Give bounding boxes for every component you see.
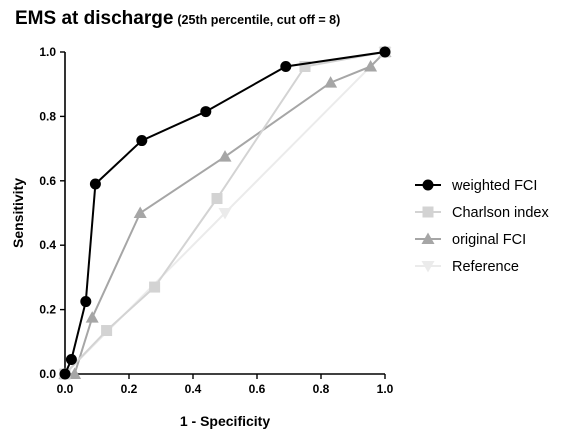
data-point-weighted-fci <box>65 354 77 366</box>
legend-marker-original-fci <box>421 232 435 244</box>
data-point-weighted-fci <box>80 296 92 308</box>
legend-item-charlson-index: Charlson index <box>415 205 549 221</box>
data-point-original-fci <box>218 150 232 162</box>
data-point-charlson-index <box>299 60 311 72</box>
data-point-weighted-fci <box>89 178 101 190</box>
y-tick-label: 0.8 <box>39 109 56 123</box>
y-tick-label: 0.4 <box>39 238 56 252</box>
legend-marker-reference <box>421 261 435 273</box>
data-point-weighted-fci <box>136 135 148 147</box>
chart-subtitle: (25th percentile, cut off = 8) <box>177 13 341 27</box>
data-point-charlson-index <box>211 193 223 205</box>
legend-item-original-fci: original FCI <box>415 232 526 248</box>
legend-label-weighted-fci: weighted FCI <box>451 178 537 194</box>
legend-label-original-fci: original FCI <box>452 232 526 248</box>
y-tick-label: 0.2 <box>39 303 56 317</box>
x-tick-label: 0.4 <box>185 382 202 396</box>
x-tick-label: 0.0 <box>57 382 74 396</box>
data-point-weighted-fci <box>280 60 292 72</box>
data-point-original-fci <box>324 76 338 88</box>
data-point-original-fci <box>85 311 99 323</box>
data-point-charlson-index <box>149 281 161 293</box>
data-point-weighted-fci <box>379 46 391 58</box>
y-tick-label: 0.6 <box>39 174 56 188</box>
data-point-weighted-fci <box>59 368 71 380</box>
legend-marker-weighted-fci <box>422 179 434 191</box>
data-point-reference <box>218 208 232 220</box>
data-point-weighted-fci <box>200 106 212 118</box>
y-axis-label: Sensitivity <box>10 178 26 248</box>
data-point-original-fci <box>133 206 147 218</box>
x-tick-label: 0.6 <box>249 382 266 396</box>
legend-item-weighted-fci: weighted FCI <box>415 178 537 194</box>
legend-marker-charlson-index <box>422 206 434 218</box>
legend-label-charlson-index: Charlson index <box>452 205 549 221</box>
x-tick-label: 0.2 <box>121 382 138 396</box>
series-line-weighted-fci <box>64 51 386 375</box>
data-point-original-fci <box>364 59 378 72</box>
x-axis-label: 1 - Specificity <box>180 413 270 429</box>
series-line-original-fci <box>65 51 386 375</box>
chart-title: EMS at discharge (25th percentile, cut of… <box>15 8 340 30</box>
x-tick-label: 0.8 <box>313 382 330 396</box>
legend-label-reference: Reference <box>452 259 519 275</box>
data-point-original-fci <box>68 367 82 379</box>
legend-item-reference: Reference <box>415 259 519 275</box>
series-line-charlson-index <box>64 51 386 375</box>
y-tick-label: 1.0 <box>39 45 56 59</box>
series-weighted-fci <box>59 46 391 380</box>
chart-title-main: EMS at discharge <box>15 8 174 29</box>
data-point-charlson-index <box>101 325 113 337</box>
x-tick-label: 1.0 <box>377 382 394 396</box>
y-tick-label: 0.0 <box>39 367 56 381</box>
